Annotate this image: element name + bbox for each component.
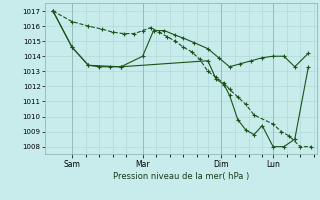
X-axis label: Pression niveau de la mer( hPa ): Pression niveau de la mer( hPa )	[113, 172, 249, 181]
